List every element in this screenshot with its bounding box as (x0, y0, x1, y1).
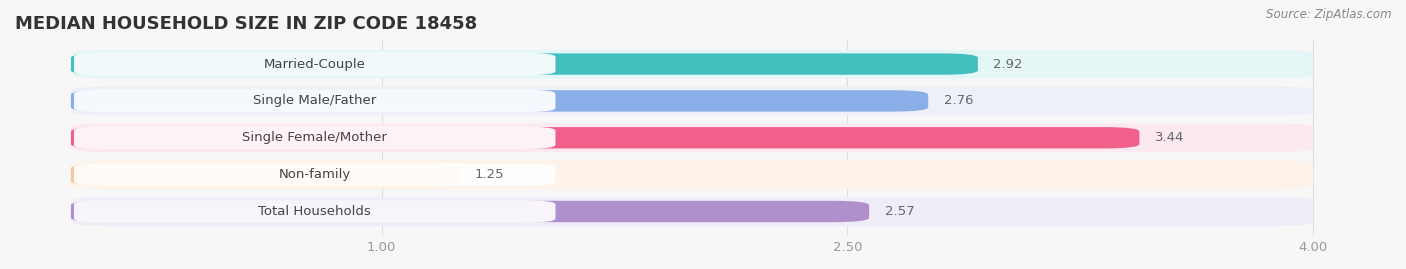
FancyBboxPatch shape (70, 87, 1313, 115)
Text: 2.92: 2.92 (994, 58, 1024, 70)
Text: Married-Couple: Married-Couple (264, 58, 366, 70)
FancyBboxPatch shape (75, 90, 555, 112)
FancyBboxPatch shape (75, 164, 555, 186)
FancyBboxPatch shape (75, 53, 555, 75)
Text: 2.76: 2.76 (943, 94, 973, 107)
Text: 2.57: 2.57 (884, 205, 914, 218)
FancyBboxPatch shape (75, 127, 555, 149)
FancyBboxPatch shape (70, 123, 1313, 152)
FancyBboxPatch shape (70, 53, 979, 75)
Text: Total Households: Total Households (259, 205, 371, 218)
FancyBboxPatch shape (70, 164, 460, 185)
FancyBboxPatch shape (70, 127, 1139, 148)
FancyBboxPatch shape (70, 201, 869, 222)
Text: 1.25: 1.25 (475, 168, 505, 181)
Text: Single Female/Mother: Single Female/Mother (242, 131, 387, 144)
Text: Single Male/Father: Single Male/Father (253, 94, 377, 107)
FancyBboxPatch shape (70, 160, 1313, 189)
Text: Non-family: Non-family (278, 168, 352, 181)
FancyBboxPatch shape (70, 50, 1313, 79)
FancyBboxPatch shape (70, 197, 1313, 226)
Text: 3.44: 3.44 (1154, 131, 1184, 144)
FancyBboxPatch shape (70, 90, 928, 112)
Text: MEDIAN HOUSEHOLD SIZE IN ZIP CODE 18458: MEDIAN HOUSEHOLD SIZE IN ZIP CODE 18458 (15, 15, 477, 33)
FancyBboxPatch shape (75, 200, 555, 223)
Text: Source: ZipAtlas.com: Source: ZipAtlas.com (1267, 8, 1392, 21)
